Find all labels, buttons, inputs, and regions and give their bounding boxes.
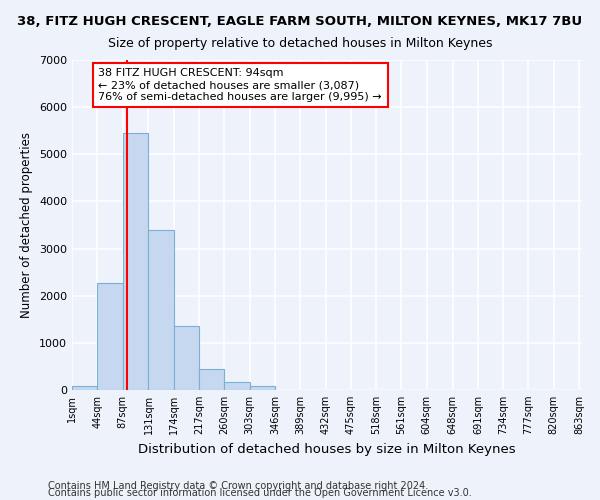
Bar	[97, 282, 122, 390]
Text: Contains public sector information licensed under the Open Government Licence v3: Contains public sector information licen…	[48, 488, 472, 498]
Bar	[148, 230, 174, 390]
Text: 38, FITZ HUGH CRESCENT, EAGLE FARM SOUTH, MILTON KEYNES, MK17 7BU: 38, FITZ HUGH CRESCENT, EAGLE FARM SOUTH…	[17, 15, 583, 28]
Text: Contains HM Land Registry data © Crown copyright and database right 2024.: Contains HM Land Registry data © Crown c…	[48, 481, 428, 491]
Bar	[250, 386, 275, 390]
Bar	[122, 133, 148, 390]
X-axis label: Distribution of detached houses by size in Milton Keynes: Distribution of detached houses by size …	[138, 442, 516, 456]
Text: 38 FITZ HUGH CRESCENT: 94sqm
← 23% of detached houses are smaller (3,087)
76% of: 38 FITZ HUGH CRESCENT: 94sqm ← 23% of de…	[98, 68, 382, 102]
Bar	[72, 386, 97, 390]
Bar	[199, 369, 224, 390]
Bar	[174, 326, 199, 390]
Text: Size of property relative to detached houses in Milton Keynes: Size of property relative to detached ho…	[108, 38, 492, 51]
Y-axis label: Number of detached properties: Number of detached properties	[20, 132, 34, 318]
Bar	[224, 382, 250, 390]
